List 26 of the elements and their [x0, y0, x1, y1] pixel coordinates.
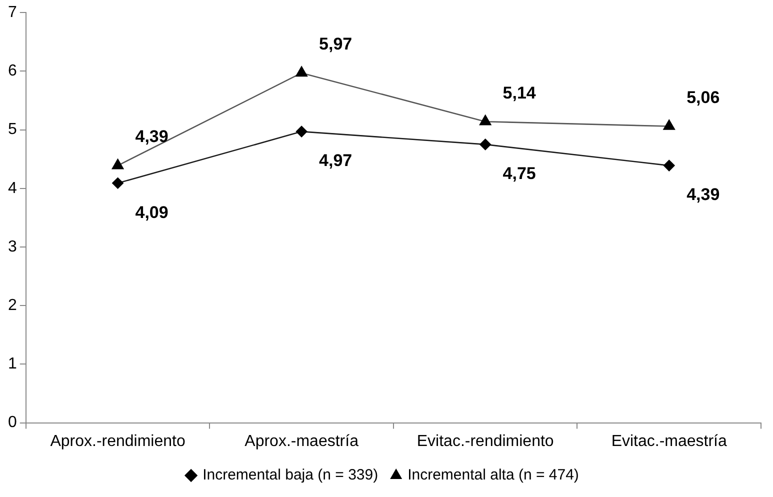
data-label: 4,09 [135, 202, 168, 222]
data-label: 5,97 [319, 34, 352, 54]
point [480, 138, 491, 150]
data-label: 4,39 [686, 185, 720, 204]
data-label: 5,06 [686, 88, 720, 107]
legend-label: Incremental baja (n = 339) [202, 466, 378, 484]
data-label: 5,14 [502, 83, 536, 102]
point [112, 177, 124, 189]
legend-label: Incremental alta (n = 474) [408, 466, 579, 484]
y-tick-label: 3 [8, 238, 17, 256]
y-tick-label: 0 [8, 414, 17, 432]
point [663, 160, 675, 172]
data-label: 4,75 [502, 164, 536, 184]
y-tick-label: 5 [8, 121, 17, 138]
x-tick-label: Aprox.-maestría [244, 432, 359, 450]
y-tick-label: 2 [8, 297, 17, 314]
x-tick-label: Aprox.-rendimiento [50, 432, 186, 450]
y-tick-label: 6 [8, 62, 17, 80]
data-label: 4,39 [135, 127, 168, 146]
point [296, 126, 308, 138]
y-tick-label: 4 [8, 180, 17, 197]
x-tick-label: Evitac.-maestría [611, 432, 728, 450]
x-tick-label: Evitac.-rendimiento [416, 432, 554, 450]
y-tick-label: 1 [8, 356, 17, 373]
data-label: 4,97 [319, 151, 352, 170]
y-tick-label: 7 [8, 4, 17, 22]
